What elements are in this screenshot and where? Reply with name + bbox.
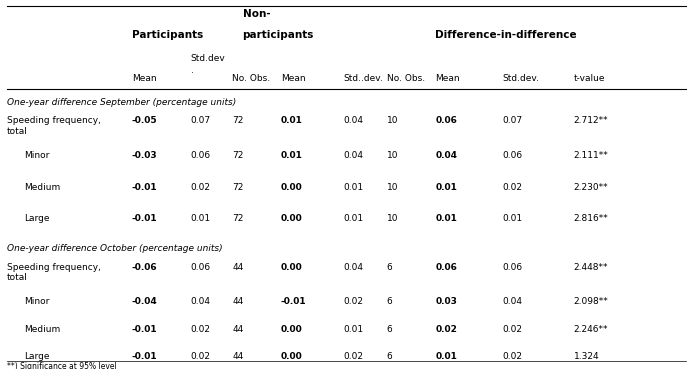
Text: -0.03: -0.03	[132, 151, 157, 160]
Text: 0.00: 0.00	[281, 263, 302, 272]
Text: 72: 72	[232, 214, 243, 223]
Text: 44: 44	[232, 263, 243, 272]
Text: -0.01: -0.01	[132, 352, 157, 361]
Text: .: .	[191, 66, 193, 75]
Text: -0.06: -0.06	[132, 263, 157, 272]
Text: 2.712**: 2.712**	[574, 116, 608, 125]
Text: 0.02: 0.02	[502, 352, 523, 361]
Text: 0.01: 0.01	[343, 325, 363, 334]
Text: 0.02: 0.02	[343, 297, 363, 306]
Text: 72: 72	[232, 116, 243, 125]
Text: 0.01: 0.01	[281, 116, 303, 125]
Text: **) Significance at 95% level: **) Significance at 95% level	[7, 362, 116, 369]
Text: One-year difference September (percentage units): One-year difference September (percentag…	[7, 98, 236, 107]
Text: -0.01: -0.01	[132, 183, 157, 192]
Text: 6: 6	[387, 297, 392, 306]
Text: Large: Large	[24, 352, 50, 361]
Text: 0.04: 0.04	[343, 116, 363, 125]
Text: 0.07: 0.07	[502, 116, 523, 125]
Text: Minor: Minor	[24, 297, 50, 306]
Text: 0.01: 0.01	[435, 214, 457, 223]
Text: -0.01: -0.01	[132, 214, 157, 223]
Text: 2.816**: 2.816**	[574, 214, 608, 223]
Text: 0.02: 0.02	[191, 325, 211, 334]
Text: 6: 6	[387, 263, 392, 272]
Text: Medium: Medium	[24, 183, 60, 192]
Text: Mean: Mean	[132, 74, 157, 83]
Text: 0.01: 0.01	[281, 151, 303, 160]
Text: 0.06: 0.06	[502, 151, 523, 160]
Text: 0.06: 0.06	[502, 263, 523, 272]
Text: 0.02: 0.02	[502, 325, 523, 334]
Text: 10: 10	[387, 214, 398, 223]
Text: 0.04: 0.04	[191, 297, 211, 306]
Text: 0.01: 0.01	[502, 214, 523, 223]
Text: One-year difference October (percentage units): One-year difference October (percentage …	[7, 244, 222, 252]
Text: 0.00: 0.00	[281, 214, 302, 223]
Text: Medium: Medium	[24, 325, 60, 334]
Text: participants: participants	[243, 30, 314, 39]
Text: Mean: Mean	[435, 74, 460, 83]
Text: 0.07: 0.07	[191, 116, 211, 125]
Text: 10: 10	[387, 151, 398, 160]
Text: 0.02: 0.02	[191, 183, 211, 192]
Text: 72: 72	[232, 183, 243, 192]
Text: Mean: Mean	[281, 74, 306, 83]
Text: 44: 44	[232, 325, 243, 334]
Text: 0.00: 0.00	[281, 325, 302, 334]
Text: 0.06: 0.06	[435, 116, 457, 125]
Text: 0.06: 0.06	[191, 263, 211, 272]
Text: Non-: Non-	[243, 9, 270, 19]
Text: 0.03: 0.03	[435, 297, 457, 306]
Text: 0.06: 0.06	[191, 151, 211, 160]
Text: 0.01: 0.01	[343, 183, 363, 192]
Text: t-value: t-value	[574, 74, 605, 83]
Text: Std.dev: Std.dev	[191, 54, 225, 62]
Text: Large: Large	[24, 214, 50, 223]
Text: Std..dev.: Std..dev.	[343, 74, 383, 83]
Text: 0.04: 0.04	[343, 263, 363, 272]
Text: 44: 44	[232, 297, 243, 306]
Text: 2.098**: 2.098**	[574, 297, 608, 306]
Text: -0.05: -0.05	[132, 116, 157, 125]
Text: 2.230**: 2.230**	[574, 183, 608, 192]
Text: 0.01: 0.01	[343, 214, 363, 223]
Text: No. Obs.: No. Obs.	[232, 74, 270, 83]
Text: 0.00: 0.00	[281, 352, 302, 361]
Text: 6: 6	[387, 352, 392, 361]
Text: 0.02: 0.02	[502, 183, 523, 192]
Text: 2.246**: 2.246**	[574, 325, 608, 334]
Text: Difference-in-difference: Difference-in-difference	[435, 30, 577, 39]
Text: -0.01: -0.01	[281, 297, 306, 306]
Text: 2.448**: 2.448**	[574, 263, 608, 272]
Text: Speeding frequency,
total: Speeding frequency, total	[7, 116, 100, 136]
Text: Speeding frequency,
total: Speeding frequency, total	[7, 263, 100, 282]
Text: 0.04: 0.04	[502, 297, 523, 306]
Text: 10: 10	[387, 183, 398, 192]
Text: 6: 6	[387, 325, 392, 334]
Text: 0.02: 0.02	[191, 352, 211, 361]
Text: Std.dev.: Std.dev.	[502, 74, 539, 83]
Text: 0.02: 0.02	[435, 325, 457, 334]
Text: 0.02: 0.02	[343, 352, 363, 361]
Text: 0.01: 0.01	[191, 214, 211, 223]
Text: 44: 44	[232, 352, 243, 361]
Text: 0.06: 0.06	[435, 263, 457, 272]
Text: Participants: Participants	[132, 30, 203, 39]
Text: 10: 10	[387, 116, 398, 125]
Text: Minor: Minor	[24, 151, 50, 160]
Text: 0.00: 0.00	[281, 183, 302, 192]
Text: 0.01: 0.01	[435, 352, 457, 361]
Text: No. Obs.: No. Obs.	[387, 74, 425, 83]
Text: 2.111**: 2.111**	[574, 151, 608, 160]
Text: 0.04: 0.04	[343, 151, 363, 160]
Text: 0.04: 0.04	[435, 151, 457, 160]
Text: -0.01: -0.01	[132, 325, 157, 334]
Text: 0.01: 0.01	[435, 183, 457, 192]
Text: 72: 72	[232, 151, 243, 160]
Text: 1.324: 1.324	[574, 352, 599, 361]
Text: -0.04: -0.04	[132, 297, 157, 306]
